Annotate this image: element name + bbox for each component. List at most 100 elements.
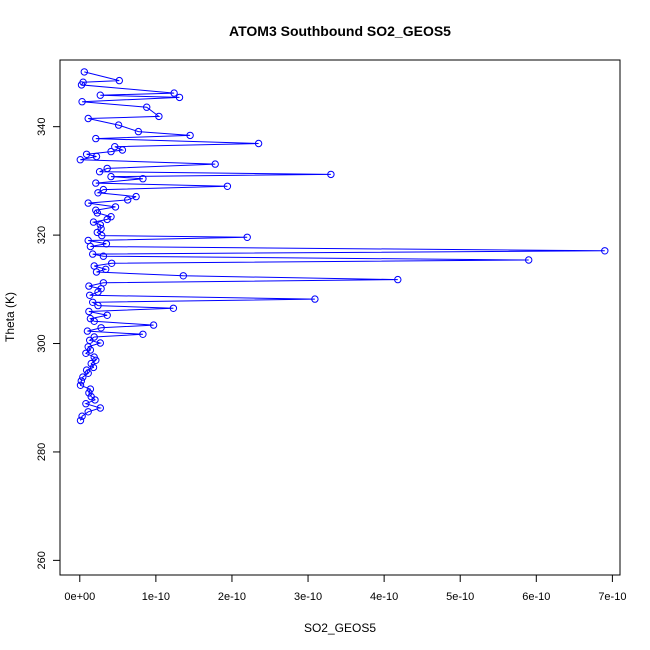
- data-point: [98, 231, 106, 240]
- x-axis: 0e+00 1e-10 2e-10 3e-10 4e-10 5e-10 6e-10 7e-10: [64, 574, 626, 603]
- x-tick-label: 4e-10: [370, 591, 398, 603]
- data-point: [115, 76, 124, 85]
- data-point: [169, 304, 178, 312]
- x-tick-label: 3e-10: [294, 591, 322, 603]
- x-axis-label: SO2_GEOS5: [304, 621, 376, 635]
- x-tick-label: 0e+00: [64, 591, 95, 603]
- data-point: [85, 389, 93, 397]
- data-point: [394, 275, 402, 284]
- data-point: [92, 268, 101, 276]
- data-point: [84, 114, 92, 123]
- data-point: [82, 150, 91, 159]
- data-point: [111, 203, 120, 211]
- data-point: [96, 91, 105, 99]
- data-point: [85, 282, 93, 290]
- data-point: [76, 381, 85, 389]
- data-point: [94, 288, 102, 296]
- data-point: [134, 127, 143, 136]
- x-tick-label: 1e-10: [142, 591, 170, 603]
- data-point: [89, 218, 98, 226]
- data-point: [92, 134, 100, 143]
- y-tick-label: 280: [36, 443, 48, 461]
- data-point: [85, 307, 93, 316]
- data-point: [78, 412, 86, 420]
- data-point: [155, 112, 163, 121]
- y-tick-label: 260: [36, 551, 48, 569]
- data-point: [103, 311, 111, 319]
- data-point: [99, 252, 108, 260]
- data-point: [77, 81, 86, 89]
- data-point: [107, 147, 115, 156]
- data-point: [90, 317, 98, 325]
- series: [76, 68, 609, 425]
- y-axis: 260 280 300 320 340: [36, 117, 61, 570]
- data-point: [107, 172, 115, 181]
- data-point: [96, 404, 105, 412]
- data-point: [179, 272, 188, 280]
- data-point: [87, 359, 95, 368]
- data-point: [114, 121, 123, 129]
- data-point: [86, 385, 95, 393]
- data-point: [95, 168, 104, 176]
- data-point: [83, 327, 92, 335]
- data-point: [102, 240, 111, 248]
- data-point: [96, 221, 105, 229]
- data-point: [601, 247, 609, 255]
- data-point: [92, 179, 100, 187]
- x-tick-label: 2e-10: [218, 591, 246, 603]
- y-tick-label: 340: [36, 117, 48, 135]
- x-tick-label: 6e-10: [522, 591, 550, 603]
- data-point: [103, 215, 111, 224]
- data-point: [143, 103, 151, 111]
- data-point: [97, 324, 105, 332]
- data-point: [99, 185, 108, 194]
- data-point: [79, 373, 87, 381]
- series-line: [79, 71, 605, 421]
- data-point: [139, 330, 147, 338]
- data-point: [82, 349, 90, 357]
- data-point: [139, 175, 147, 183]
- y-axis-label: Theta (K): [3, 292, 17, 342]
- data-point: [132, 192, 140, 201]
- data-point: [89, 250, 97, 258]
- data-point: [86, 291, 94, 299]
- data-point: [92, 152, 101, 161]
- data-point: [103, 164, 111, 173]
- data-point: [108, 259, 116, 267]
- data-point: [525, 256, 533, 264]
- data-point: [78, 98, 86, 106]
- data-point: [96, 339, 105, 347]
- data-point: [89, 298, 97, 306]
- data-point: [91, 396, 99, 404]
- data-point: [124, 196, 132, 204]
- data-point: [311, 295, 319, 303]
- data-point: [82, 400, 90, 408]
- data-point: [89, 363, 98, 372]
- data-point: [111, 143, 119, 151]
- data-point: [76, 156, 85, 164]
- y-tick-label: 300: [36, 334, 48, 352]
- data-point: [223, 182, 232, 191]
- data-point: [76, 416, 85, 425]
- data-point: [84, 408, 92, 416]
- data-point: [80, 68, 89, 76]
- data-point: [118, 146, 127, 154]
- chart-title: ATOM3 Southbound SO2_GEOS5: [229, 23, 451, 39]
- data-point: [94, 189, 102, 197]
- data-point: [254, 139, 263, 148]
- data-point: [149, 321, 158, 329]
- data-point: [77, 377, 86, 385]
- data-point: [186, 131, 194, 140]
- data-point: [97, 224, 105, 233]
- data-point: [86, 242, 95, 251]
- data-point: [211, 160, 219, 168]
- data-point: [170, 89, 178, 97]
- data-point: [93, 209, 102, 217]
- data-point: [94, 301, 102, 310]
- data-point: [102, 265, 110, 273]
- data-point: [84, 369, 92, 377]
- data-point: [243, 233, 251, 242]
- data-point: [175, 93, 184, 102]
- x-tick-label: 5e-10: [446, 591, 474, 603]
